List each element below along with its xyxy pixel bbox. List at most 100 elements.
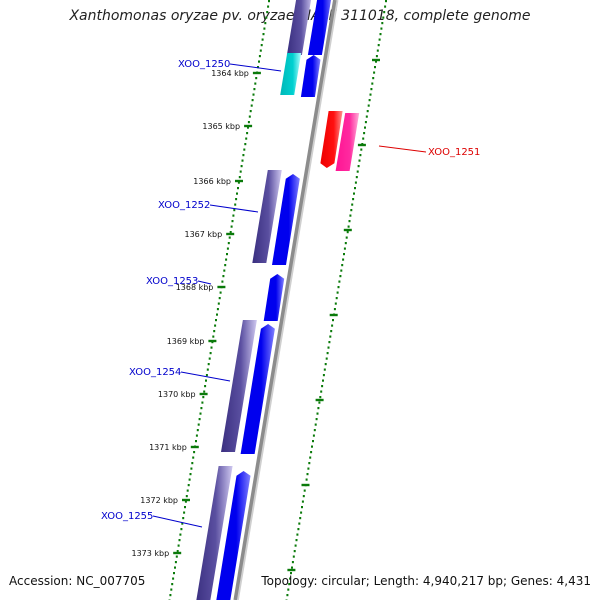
track-dot	[307, 467, 310, 470]
track-dot	[236, 192, 238, 195]
track-dot	[318, 401, 321, 404]
track-dot	[369, 93, 372, 96]
track-dot	[260, 44, 263, 47]
gene-leader-line	[180, 371, 231, 382]
track-dot	[338, 280, 341, 283]
track-dot	[246, 132, 249, 135]
gene-arrow-xoo-1254[interactable]	[240, 324, 275, 454]
track-dot	[350, 209, 353, 212]
track-dot	[302, 495, 305, 498]
track-dot	[190, 467, 193, 470]
tick-mark	[199, 392, 208, 396]
track-dot	[263, 27, 266, 30]
track-dot	[213, 330, 216, 333]
track-dot	[366, 110, 369, 113]
track-dot	[378, 38, 381, 41]
track-dot	[327, 346, 330, 349]
cds-block-xoo-1254[interactable]	[221, 320, 257, 452]
track-dot	[186, 489, 189, 492]
gene-arrow-xoo-1255[interactable]	[215, 471, 251, 600]
track-dot	[243, 148, 246, 151]
track-dot	[255, 77, 258, 80]
track-dot	[301, 506, 303, 509]
summary-text: Topology: circular; Length: 4,940,217 bp…	[261, 574, 591, 588]
track-dot	[184, 506, 186, 509]
tick-mark	[182, 498, 190, 502]
tick-label: 1373 kbp	[131, 549, 169, 558]
track-dot	[359, 154, 362, 157]
cds-block-xoo-1252[interactable]	[252, 170, 282, 263]
cds-block-xoo-1255[interactable]	[195, 466, 233, 600]
gene-arrow-xoo-1253[interactable]	[263, 274, 285, 321]
track-dot	[248, 115, 251, 118]
gene-arrow-xoo-1251[interactable]	[320, 111, 343, 168]
track-dot	[226, 247, 229, 250]
track-dot	[259, 49, 262, 52]
cds-block-xoo-1251[interactable]	[335, 113, 360, 171]
track-dot	[298, 522, 301, 525]
gene-label[interactable]: XOO_1254	[129, 367, 181, 378]
gene-label[interactable]: XOO_1252	[158, 200, 210, 211]
track-dot	[344, 242, 347, 245]
track-dot	[216, 313, 218, 316]
track-dot	[319, 396, 322, 399]
track-dot	[320, 390, 323, 393]
track-dot	[205, 374, 208, 377]
tick-label: 1368 kbp	[176, 283, 214, 292]
track-dot	[244, 143, 247, 146]
track-dot	[288, 583, 291, 586]
track-dot	[239, 170, 242, 173]
track-dot	[372, 77, 375, 80]
track-dot	[364, 126, 366, 129]
track-dot	[174, 561, 177, 564]
track-dot	[238, 176, 241, 179]
gene-arrow-top[interactable]	[307, 0, 333, 55]
track-dot	[268, 0, 270, 3]
track-dot	[254, 82, 257, 85]
outer-tick-mark	[301, 483, 310, 487]
track-dot	[379, 33, 382, 36]
track-dot	[210, 346, 213, 349]
track-dot	[347, 225, 350, 228]
cds-block-top[interactable]	[286, 0, 313, 55]
track-dot	[229, 231, 232, 234]
track-dot	[234, 203, 237, 206]
tick-mark	[173, 551, 182, 555]
track-dot	[382, 16, 385, 19]
tick-mark	[208, 339, 217, 343]
track-dot	[308, 462, 311, 465]
track-dot	[370, 88, 373, 91]
cds-block-xoo-1250[interactable]	[280, 53, 302, 95]
track-dot	[340, 269, 343, 272]
track-dot	[322, 379, 324, 382]
track-dot	[354, 187, 356, 190]
track-dot	[380, 27, 383, 30]
gene-arrow-xoo-1250[interactable]	[300, 55, 321, 97]
track-dot	[295, 539, 298, 542]
outer-tick-mark	[315, 398, 324, 402]
track-dot	[181, 522, 184, 525]
track-dot	[349, 214, 352, 217]
track-dot	[309, 456, 312, 459]
gene-label[interactable]: XOO_1250	[178, 59, 230, 70]
track-dot	[208, 357, 211, 360]
track-dot	[355, 176, 358, 179]
track-dot	[200, 407, 203, 410]
track-dot	[191, 462, 194, 465]
tick-mark	[235, 179, 243, 183]
gene-arrow-xoo-1252[interactable]	[272, 174, 300, 265]
track-dot	[312, 440, 314, 443]
backbone-line	[233, 0, 337, 600]
tick-label: 1369 kbp	[167, 337, 205, 346]
track-dot	[376, 49, 379, 52]
track-dot	[183, 511, 186, 514]
track-dot	[306, 473, 309, 476]
gene-label[interactable]: XOO_1253	[146, 276, 198, 287]
gene-label[interactable]: XOO_1251	[428, 147, 480, 158]
track-dot	[212, 335, 215, 338]
track-dot	[185, 495, 188, 498]
gene-label[interactable]: XOO_1255	[101, 511, 153, 522]
track-dot	[377, 44, 380, 47]
track-dot	[356, 170, 359, 173]
